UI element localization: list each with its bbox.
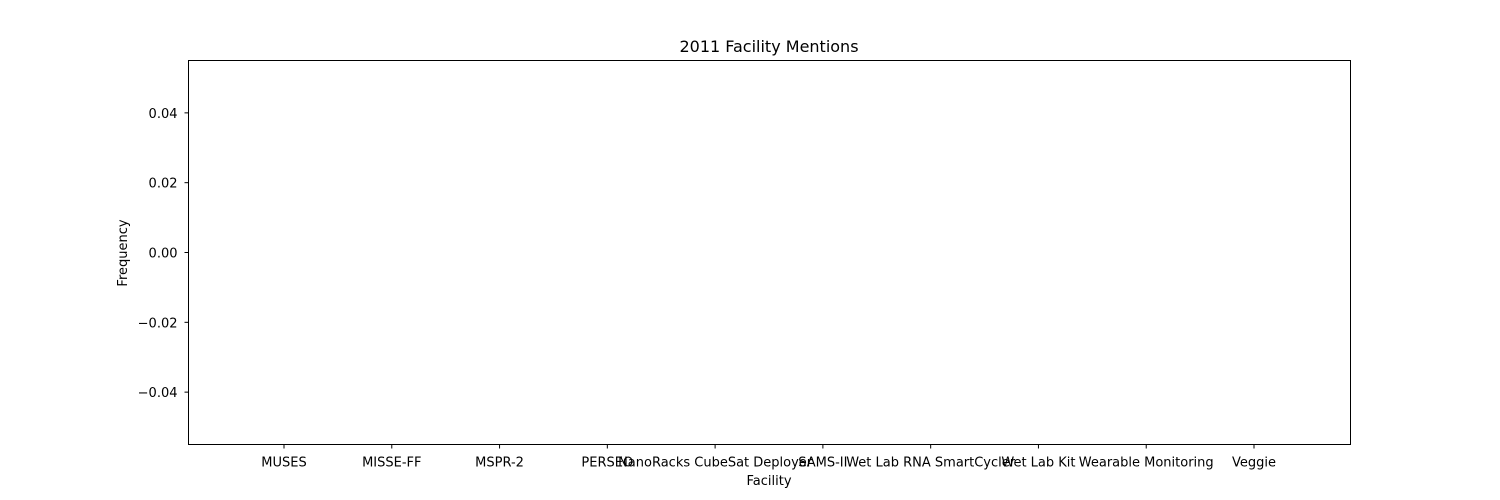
y-tick-label: −0.04 [138, 386, 178, 401]
x-tick-label: Veggie [1232, 456, 1276, 471]
x-tick-label: MISSE-FF [362, 456, 421, 471]
x-tick-label: Wet Lab Kit [1001, 456, 1075, 471]
plot-area-frame [188, 60, 1351, 445]
y-tick-label: 0.04 [149, 107, 178, 122]
y-tick-label: 0.02 [149, 177, 178, 192]
y-tick-label: −0.02 [138, 316, 178, 331]
x-tick-label: MUSES [261, 456, 306, 471]
chart-title: 2011 Facility Mentions [679, 37, 858, 56]
x-tick-label: NanoRacks CubeSat Deployer [618, 456, 813, 471]
x-axis-label: Facility [746, 474, 791, 489]
x-tick-label: SAMS-II [798, 456, 847, 471]
y-tick-label: 0.00 [149, 247, 178, 262]
y-axis-label: Frequency [116, 219, 131, 286]
x-tick-label: PERSEO [581, 456, 633, 471]
x-tick-label: MSPR-2 [475, 456, 524, 471]
x-tick-label: Wearable Monitoring [1079, 456, 1214, 471]
x-tick-label: Wet Lab RNA SmartCycler [846, 456, 1016, 471]
y-axis: 0.04 0.02 0.00 −0.02 −0.04 [138, 107, 189, 401]
